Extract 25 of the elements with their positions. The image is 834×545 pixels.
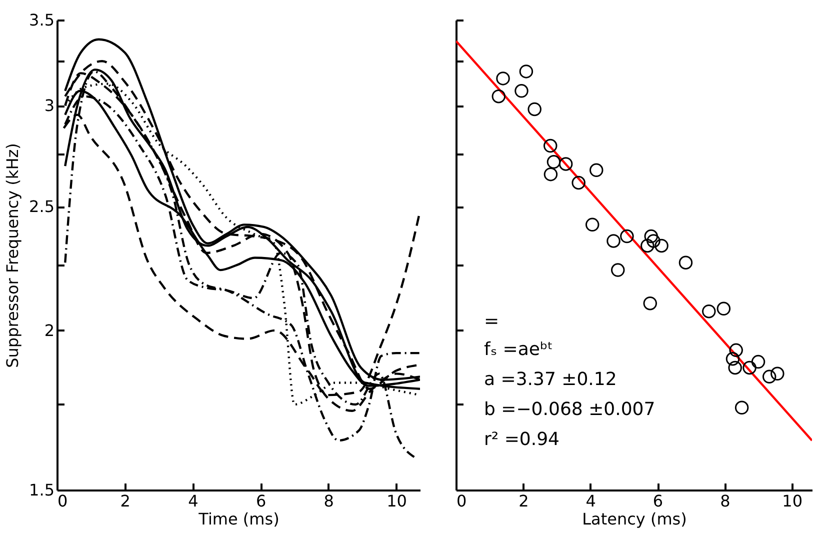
annotation: b =−0.068 ±0.007 (484, 399, 656, 420)
x-tick-label: 10 (782, 492, 803, 510)
annotation: fₛ =aeᵇᵗ (484, 339, 553, 360)
x-tick-label: 6 (652, 492, 664, 510)
annotation: = (484, 311, 500, 332)
annotation: a =3.37 ±0.12 (484, 369, 617, 390)
x-tick-label: 4 (586, 492, 596, 510)
y-tick-label: 3.5 (29, 10, 54, 30)
x-tick-label: 0 (456, 492, 467, 510)
x-tick-label: 2 (518, 492, 529, 510)
y-tick-label: 2.5 (29, 197, 54, 216)
x-tick-label: 8 (720, 492, 730, 510)
x-axis-title: Time (ms) (198, 510, 280, 528)
x-axis-title: Latency (ms) (582, 510, 687, 528)
x-tick-label: 10 (386, 492, 407, 510)
x-tick-label: 4 (188, 492, 198, 510)
y-tick-label: 2 (44, 320, 54, 340)
y-axis-title: Suppressor Frequency (kHz) (3, 143, 22, 368)
x-tick-label: 0 (58, 492, 68, 510)
x-tick-label: 2 (120, 492, 130, 510)
x-tick-label: 6 (256, 492, 266, 510)
x-tick-label: 8 (324, 492, 334, 510)
y-tick-label: 3 (44, 96, 54, 116)
annotation: r² =0.94 (484, 429, 560, 450)
y-tick-label: 1.5 (29, 480, 54, 500)
